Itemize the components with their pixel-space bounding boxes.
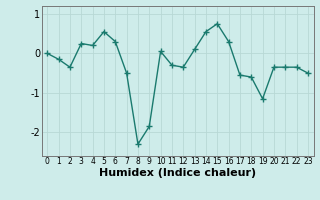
X-axis label: Humidex (Indice chaleur): Humidex (Indice chaleur) bbox=[99, 168, 256, 178]
